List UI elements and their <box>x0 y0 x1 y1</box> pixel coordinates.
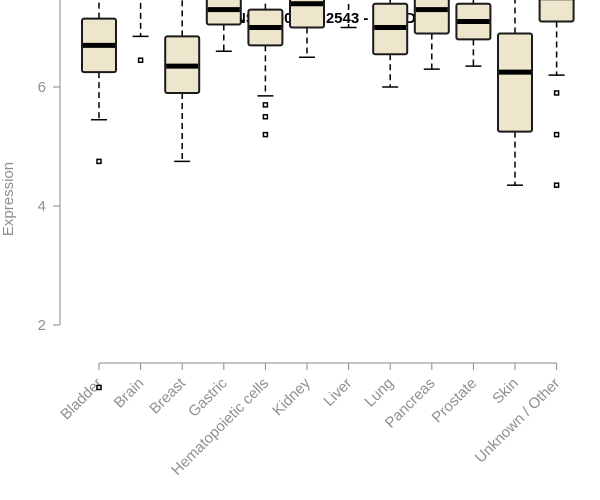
x-tick-label-brain: Brain <box>111 375 148 412</box>
x-tick-label-liver: Liver <box>320 375 355 410</box>
box-breast <box>164 0 201 163</box>
box-unknown-other <box>538 0 575 188</box>
x-tick-label-lung: Lung <box>361 375 397 411</box>
iqr-box <box>289 0 325 29</box>
iqr-box <box>497 32 533 133</box>
outlier-point <box>96 158 102 165</box>
outlier-point <box>137 57 144 63</box>
box-liver <box>340 0 357 29</box>
outlier-point <box>262 114 269 120</box>
iqr-box <box>413 0 450 35</box>
outlier-point <box>553 182 560 188</box>
y-tick-label: 4 <box>38 198 46 215</box>
iqr-box <box>205 0 242 26</box>
y-tick-label: 6 <box>38 79 46 96</box>
x-tick-label-kidney: Kidney <box>269 374 314 419</box>
box-prostate <box>455 0 492 67</box>
box-brain <box>132 0 149 63</box>
boxes-group <box>81 0 575 391</box>
x-tick-label-bladder: Bladder <box>57 375 106 424</box>
box-kidney <box>289 0 325 58</box>
y-axis: 246810 <box>38 0 61 334</box>
box-hematopoietic-cells <box>247 0 284 138</box>
outlier-point <box>553 90 560 96</box>
box-gastric <box>205 0 242 53</box>
x-tick-label-skin: Skin <box>489 375 522 408</box>
x-tick-label-prostate: Prostate <box>429 375 481 427</box>
x-tick-label-breast: Breast <box>146 374 189 417</box>
outlier-point <box>553 131 560 138</box>
y-axis-label: Expression <box>0 162 17 236</box>
y-tick-label: 2 <box>38 317 46 334</box>
box-pancreas <box>413 0 450 70</box>
box-lung <box>372 0 409 88</box>
outlier-point <box>262 102 269 108</box>
outlier-point <box>96 384 102 391</box>
box-bladder <box>81 0 117 391</box>
outlier-point <box>262 131 269 138</box>
box-skin <box>497 0 533 186</box>
iqr-box <box>538 0 575 23</box>
